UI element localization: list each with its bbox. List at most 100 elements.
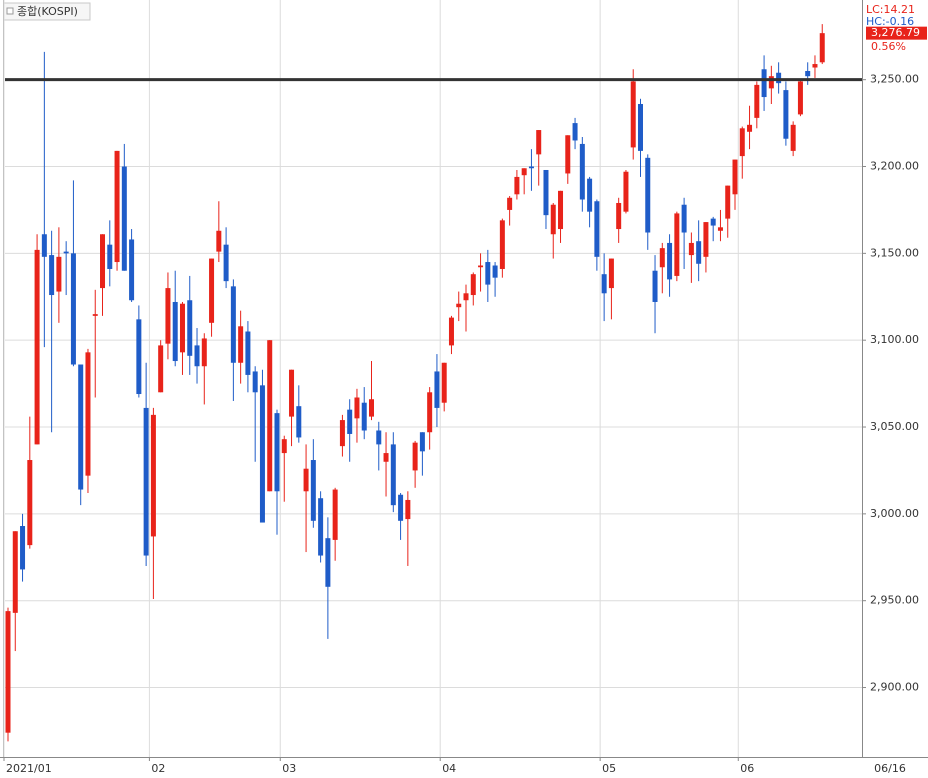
candle-body (209, 258, 215, 323)
candle-body (667, 242, 673, 280)
candle-body (216, 230, 222, 252)
candle-body (463, 293, 469, 301)
candle-body (296, 406, 302, 438)
candle-body (608, 258, 614, 289)
last-price-label: 3,276.79 (871, 26, 920, 39)
candle-body (41, 234, 47, 257)
candle-body (158, 345, 164, 393)
x-tick-label: 04 (442, 762, 456, 775)
candle-body (179, 303, 185, 353)
candle-body (579, 143, 585, 200)
candle-body (601, 274, 607, 294)
last-date-label: 06/16 (874, 762, 906, 775)
lc-label: LC:14.21 (866, 3, 915, 16)
candle-body (623, 171, 629, 212)
x-tick-label: 02 (151, 762, 165, 775)
candle-body (470, 274, 476, 296)
candle-body (78, 364, 84, 490)
x-tick-label: 06 (740, 762, 754, 775)
candle-body (616, 202, 622, 230)
candle-body (558, 190, 564, 230)
candle-body (165, 288, 171, 344)
candle-body (550, 204, 556, 235)
candle-body (681, 204, 687, 233)
candle-body (521, 168, 527, 176)
candle-body (725, 185, 731, 219)
candle-body (783, 90, 789, 139)
candle-body (419, 432, 425, 452)
hc-label: HC:-0.16 (866, 15, 914, 28)
candle-body (201, 338, 207, 367)
y-tick-label: 3,150.00 (870, 246, 919, 259)
candle-body (812, 64, 818, 68)
candle-body (427, 392, 433, 433)
candle-body (332, 489, 338, 540)
candle-body (347, 409, 353, 434)
candle-body (398, 494, 404, 521)
y-tick-label: 2,950.00 (870, 594, 919, 607)
candle-body (129, 239, 135, 301)
candle-body (754, 84, 760, 118)
last-price-tag (866, 26, 927, 40)
y-tick-label: 3,100.00 (870, 333, 919, 346)
candle-body (499, 220, 505, 269)
candle-body (645, 157, 651, 233)
candle-body (485, 262, 491, 285)
candle-body (441, 362, 447, 403)
x-tick-label: 05 (602, 762, 616, 775)
candle-body (514, 176, 520, 195)
candle-body (49, 255, 55, 296)
candle-body (339, 420, 345, 447)
candle-body (172, 301, 178, 362)
candle-body (688, 242, 694, 256)
candle-body (303, 468, 309, 492)
candle-body (361, 402, 367, 431)
y-tick-label: 3,200.00 (870, 160, 919, 173)
candle-body (405, 499, 411, 520)
candle-body (412, 442, 418, 471)
candle-body (20, 526, 26, 570)
y-tick-label: 2,900.00 (870, 681, 919, 694)
candle-body (121, 166, 127, 271)
grid (3, 0, 862, 757)
candle-body (587, 178, 593, 212)
candle-body (274, 413, 280, 492)
candle-body (732, 159, 738, 195)
change-label: 0.56% (871, 40, 906, 53)
candle-body (652, 270, 658, 302)
candle-body (12, 531, 18, 613)
candle-body (289, 369, 295, 417)
candle-body (805, 70, 811, 77)
candle-body (70, 253, 76, 365)
candle-body (717, 227, 723, 231)
candle-body (630, 81, 636, 148)
candle-body (318, 498, 324, 556)
candle-body (107, 244, 113, 269)
candle-body (819, 33, 825, 63)
candle-body (739, 128, 745, 157)
candle-body (659, 248, 665, 268)
candle-body (85, 352, 91, 476)
candle-body (572, 123, 578, 141)
candle-body (674, 213, 680, 276)
x-tick-label: 03 (282, 762, 296, 775)
candle-body (456, 303, 462, 308)
y-tick-label: 3,000.00 (870, 507, 919, 520)
candle-body (507, 197, 513, 210)
candle-body (5, 611, 11, 733)
candle-body (267, 340, 273, 492)
candle-body (710, 218, 716, 226)
candle-body (383, 453, 389, 462)
candle-body (761, 69, 767, 98)
candle-body (790, 124, 796, 151)
candle-body (354, 397, 360, 419)
y-tick-label: 3,250.00 (870, 73, 919, 86)
chart-title: 종합(KOSPI) (17, 5, 78, 18)
candle-body (27, 460, 33, 546)
candle-body (143, 407, 149, 556)
candle-body (136, 319, 142, 395)
candle-body (245, 331, 251, 375)
candle-body (565, 135, 571, 174)
candle-body (63, 251, 69, 254)
